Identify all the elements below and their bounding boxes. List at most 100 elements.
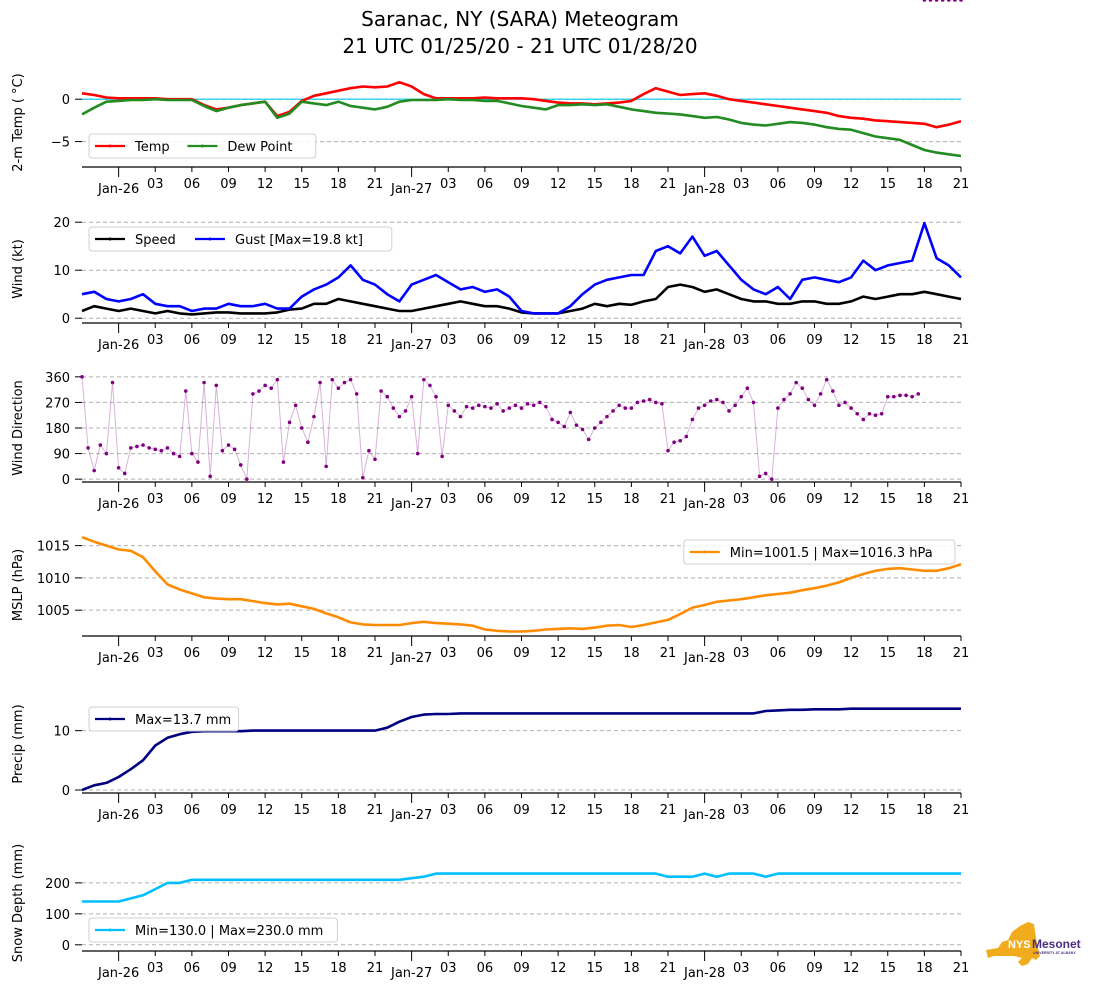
panel-temp: 0 −5 2-m Temp ( °C) Jan-26 03 06 09 12 15 18 21 Jan… xyxy=(11,73,969,197)
legend-marker xyxy=(108,717,112,721)
x-tick-label: 18 xyxy=(916,492,933,507)
wind-direction-point xyxy=(940,0,945,2)
x-tick-label: 12 xyxy=(257,177,274,192)
x-tick-label: 09 xyxy=(806,961,823,976)
x-tick-label: 15 xyxy=(879,492,896,507)
wind-direction-point xyxy=(556,420,560,425)
x-tick-label: 21 xyxy=(367,177,384,192)
wind-direction-point xyxy=(141,443,145,447)
wind-direction-point xyxy=(403,409,408,413)
x-tick-label: 18 xyxy=(623,803,640,818)
x-tick-label: 06 xyxy=(184,803,201,818)
x-tick-label: 18 xyxy=(330,961,347,976)
wind-direction-point xyxy=(635,400,640,405)
wind-direction-point xyxy=(183,389,188,393)
x-tick-label: 03 xyxy=(147,177,164,192)
x-tick-label: 15 xyxy=(586,333,603,348)
wind-direction-point xyxy=(592,426,597,430)
wind-direction-point xyxy=(415,451,420,456)
x-tick-label: 18 xyxy=(916,333,933,348)
wind-direction-point xyxy=(257,389,261,393)
x-tick-label: 06 xyxy=(770,646,787,661)
wind-direction-point xyxy=(275,377,280,382)
x-tick-label: 18 xyxy=(623,333,640,348)
x-tick-label: 06 xyxy=(184,333,201,348)
x-tick-label: Jan-26 xyxy=(97,808,139,823)
wind-direction-point xyxy=(507,406,512,410)
x-tick-label: 09 xyxy=(513,333,530,348)
legend-precip: Max=13.7 mm xyxy=(88,706,240,732)
x-tick-label: Jan-28 xyxy=(683,651,725,666)
x-tick-label: 18 xyxy=(916,177,933,192)
x-tick-label: 15 xyxy=(586,803,603,818)
x-tick-label: 15 xyxy=(293,961,310,976)
x-tick-label: 03 xyxy=(440,492,457,507)
x-tick-label: 15 xyxy=(586,646,603,661)
wind-direction-point xyxy=(800,386,805,391)
x-tick-label: Jan-27 xyxy=(390,651,432,666)
x-tick-label: 03 xyxy=(440,177,457,192)
x-tick-label: Jan-28 xyxy=(683,338,725,353)
x-tick-label: 09 xyxy=(806,646,823,661)
legend-wind: Speed Gust [Max=19.8 kt] xyxy=(88,226,393,252)
wind-direction-point xyxy=(904,393,908,398)
wind-direction-point xyxy=(818,392,823,396)
legend-marker xyxy=(703,550,707,554)
wind-direction-point xyxy=(440,454,444,459)
wind-direction-point xyxy=(769,477,774,481)
wind-direction-point xyxy=(208,474,212,479)
x-tick-label: Jan-26 xyxy=(97,338,139,353)
x-tick-label: 12 xyxy=(550,177,567,192)
wind-direction-point xyxy=(385,394,390,399)
x-tick-label: 12 xyxy=(257,803,274,818)
x-tick-label: 06 xyxy=(477,177,494,192)
x-tick-label: 21 xyxy=(953,646,970,661)
x-tick-label: 15 xyxy=(293,333,310,348)
x-tick-label: 09 xyxy=(220,177,237,192)
wind-direction-point xyxy=(879,411,884,416)
x-tick-label: 18 xyxy=(916,961,933,976)
y-tick-label: 20 xyxy=(53,216,70,231)
wind-direction-point xyxy=(220,448,225,453)
legend-label: Gust [Max=19.8 kt] xyxy=(235,233,363,248)
x-tick-label: Jan-26 xyxy=(97,497,139,512)
legend-box xyxy=(683,539,956,565)
wind-direction-point xyxy=(116,465,121,470)
x-tick-label: 12 xyxy=(843,492,860,507)
x-tick-label: Jan-26 xyxy=(97,966,139,981)
wind-direction-point xyxy=(379,389,383,393)
wind-direction-point xyxy=(531,403,536,408)
wind-direction-point xyxy=(110,380,115,385)
x-tick-label: 18 xyxy=(330,646,347,661)
x-tick-label: Jan-27 xyxy=(390,182,432,197)
y-tick-label: 0 xyxy=(62,93,70,108)
x-tick-label: 21 xyxy=(660,803,677,818)
wind-direction-point xyxy=(617,403,621,408)
x-tick-label: 06 xyxy=(184,961,201,976)
series-line-wind-1 xyxy=(81,221,962,315)
x-tick-label: 18 xyxy=(330,803,347,818)
x-tick-label: Jan-26 xyxy=(97,651,139,666)
wind-direction-point xyxy=(171,451,176,456)
wind-direction-point xyxy=(336,386,341,391)
x-tick-label: 12 xyxy=(550,333,567,348)
y-tick-label: 100 xyxy=(45,908,70,923)
wind-direction-point xyxy=(647,397,652,402)
x-tick-label: 06 xyxy=(184,646,201,661)
x-tick-label: 09 xyxy=(513,646,530,661)
wind-direction-point xyxy=(721,400,725,405)
x-tick-label: 12 xyxy=(257,333,274,348)
x-tick-label: 03 xyxy=(733,333,750,348)
wind-direction-point xyxy=(782,397,786,402)
x-tick-label: 12 xyxy=(257,961,274,976)
wind-direction-point xyxy=(733,403,737,408)
wind-direction-point xyxy=(263,383,267,388)
x-tick-label: Jan-28 xyxy=(683,808,725,823)
x-tick-label: 18 xyxy=(623,177,640,192)
wind-direction-point xyxy=(104,451,109,456)
x-tick-label: 15 xyxy=(879,333,896,348)
x-tick-label: 15 xyxy=(879,961,896,976)
x-tick-label: 21 xyxy=(367,333,384,348)
x-tick-label: 15 xyxy=(293,492,310,507)
wind-direction-point xyxy=(153,447,158,452)
